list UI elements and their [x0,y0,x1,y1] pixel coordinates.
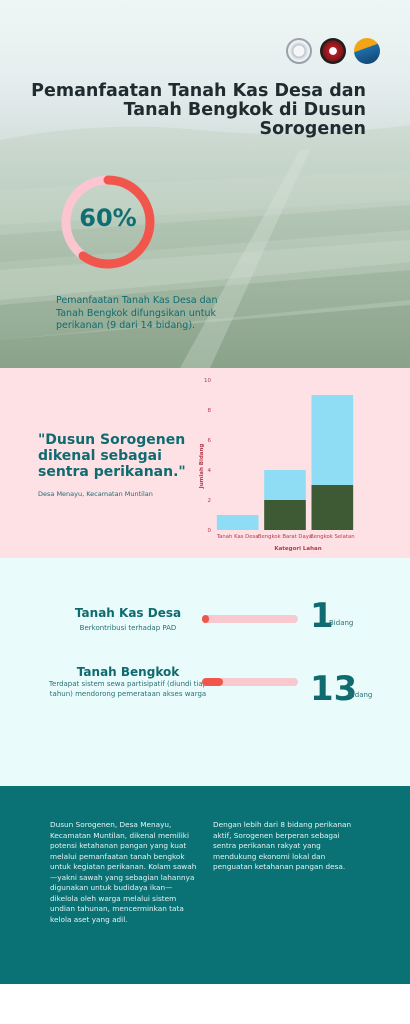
stat-unit-kas-desa: Bidang [329,619,354,627]
donut-arc [61,175,155,269]
y-tick-label: 4 [208,468,212,474]
y-tick-label: 0 [208,528,212,534]
y-tick-label: 6 [208,438,212,444]
percentage-donut [61,175,155,269]
hero-section: Pemanfaatan Tanah Kas Desa dan Tanah Ben… [0,0,410,368]
stat-value-kas-desa: 1 [310,596,334,636]
y-tick-label: 10 [204,378,211,384]
regency-emblem-icon [320,38,346,64]
quote-chart-section: "Dusun Sorogenen dikenal sebagai sentra … [0,368,410,558]
bar-segment [311,485,354,530]
stat-title-kas-desa: Tanah Kas Desa [74,606,182,620]
x-tick-label: Bengkok Selatan [310,534,355,540]
stats-section: Tanah Kas Desa Berkontribusi terhadap PA… [0,558,410,786]
quote-source: Desa Menayu, Kecamatan Muntilan [38,490,153,498]
x-axis-label: Kategori Lahan [274,546,321,552]
bar-segment [216,515,259,530]
bar-segment [264,500,306,530]
stat-title-bengkok: Tanah Bengkok [76,665,180,679]
y-axis-label: Jumlah Bidang [199,444,205,490]
stat-unit-bengkok: Bidang [348,691,373,699]
hero-overlay [0,0,410,368]
bar-segment [311,395,354,485]
bar-segment [264,470,306,500]
progress-fill-bengkok [202,678,224,686]
quote-text: "Dusun Sorogenen dikenal sebagai sentra … [38,432,186,480]
bar-chart: 0 2 4 6 8 10 Tanah Kas Desa Bengkok Barat Daya… [199,378,355,552]
progress-track-kas-desa [202,615,298,623]
progress-track-bengkok [202,678,298,686]
x-tick-label: Bengkok Barat Daya [258,534,312,540]
summary-section: Dusun Sorogenen, Desa Menayu, Kecamatan … [0,786,410,984]
x-tick-label: Tanah Kas Desa [216,534,259,540]
page-title: Pemanfaatan Tanah Kas Desa dan Tanah Ben… [31,81,366,139]
logo-row [286,38,380,64]
hero-caption: Pemanfaatan Tanah Kas Desa dan Tanah Ben… [56,295,218,331]
summary-paragraph-left: Dusun Sorogenen, Desa Menayu, Kecamatan … [50,820,197,924]
summary-paragraph-right: Dengan lebih dari 8 bidang perikanan akt… [213,820,352,871]
stat-subtitle-bengkok: Terdapat sistem sewa partisipatif (diund… [48,680,208,698]
y-tick-label: 2 [208,498,212,504]
footer-space [0,984,410,1024]
y-tick-label: 8 [208,408,212,414]
stat-value-bengkok: 13 [310,669,358,709]
program-logo-icon [354,38,380,64]
progress-fill-kas-desa [202,615,209,623]
university-emblem-icon [286,38,312,64]
percentage-value: 60% [79,204,137,232]
stat-subtitle-kas-desa: Berkontribusi terhadap PAD [79,624,177,632]
